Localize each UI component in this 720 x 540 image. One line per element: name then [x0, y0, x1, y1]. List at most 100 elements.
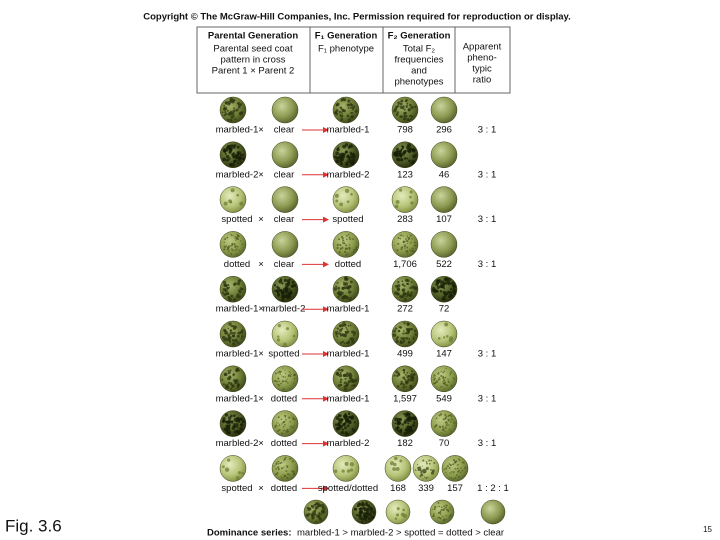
seed-spot — [447, 415, 450, 418]
seed-spot — [414, 153, 417, 157]
seed-spot — [433, 379, 435, 381]
seed-spot — [286, 465, 289, 467]
seed-spot — [406, 239, 408, 242]
seed-spot — [414, 329, 417, 333]
cross-row: marbled-1 × dotted marbled-1 1,597 549 3 : 1 — [216, 365, 496, 404]
seed-spot — [227, 118, 230, 122]
seed-spot — [449, 477, 451, 479]
seed-spot — [442, 509, 445, 511]
f2-count: 296 — [436, 125, 452, 136]
seed-spot — [341, 428, 345, 431]
seed-spot — [283, 458, 286, 460]
seed-spot — [448, 294, 452, 299]
seed-spot — [411, 285, 415, 289]
seed-spot — [343, 98, 347, 102]
seed-spot — [359, 507, 363, 512]
seed-spot — [232, 152, 235, 155]
seed — [391, 320, 419, 348]
seed-spot — [397, 237, 400, 240]
seed-spot — [333, 287, 338, 291]
seed-spot — [225, 385, 230, 389]
seed-spot — [414, 286, 418, 290]
seed-spot — [449, 472, 451, 474]
seed-spot — [436, 381, 439, 383]
seed-spot — [349, 416, 353, 420]
seed-spot — [337, 291, 341, 296]
seed-spot — [339, 243, 342, 247]
seed-spot — [445, 515, 447, 517]
f2-count: 107 — [436, 214, 452, 225]
seed-spot — [277, 377, 280, 380]
seed-spot — [340, 425, 343, 428]
seed-spot — [353, 105, 356, 108]
seed — [332, 275, 360, 303]
f1-phenotype: marbled-1 — [327, 125, 370, 136]
seed-spot — [221, 111, 224, 114]
seed-spot — [406, 249, 409, 252]
seed-body — [430, 96, 458, 124]
seed-spot — [337, 295, 340, 298]
seed-spot — [339, 247, 342, 250]
seed-spot — [457, 458, 460, 460]
seed-spot — [281, 380, 284, 383]
seed-spot — [241, 157, 245, 161]
seed-spot — [408, 237, 410, 240]
seed-spot — [315, 505, 319, 510]
seed-spot — [311, 517, 315, 520]
seed-spot — [345, 161, 349, 165]
seed-spot — [423, 471, 426, 474]
cross: × — [258, 169, 264, 180]
seed-spot — [222, 157, 227, 162]
seed-spot — [425, 461, 428, 463]
seed-spot — [286, 476, 289, 479]
seed-spot — [407, 340, 411, 344]
seed-spot — [389, 461, 395, 466]
seed-spot — [439, 425, 441, 428]
seed-spot — [223, 106, 228, 111]
seed-spot — [278, 424, 281, 426]
seed-spot — [400, 148, 403, 151]
seed-spot — [281, 375, 283, 377]
f2-count: 272 — [397, 304, 413, 315]
seed-spot — [282, 476, 285, 478]
seed-spot — [349, 377, 352, 380]
seed-spot — [236, 236, 239, 239]
seed-spot — [293, 382, 295, 384]
seed-spot — [444, 414, 447, 416]
seed-spot — [412, 250, 415, 253]
seed-spot — [227, 376, 231, 381]
seed-spot — [307, 512, 311, 516]
seed-spot — [349, 238, 352, 241]
seed-spot — [341, 236, 343, 238]
seed-spot — [338, 414, 342, 418]
dominance-series: Dominance series: marbled-1 > marbled-2 … — [207, 499, 506, 539]
seed-spot — [335, 199, 339, 203]
seed-spot — [364, 507, 369, 512]
parent2: clear — [274, 169, 295, 180]
seed-spot — [276, 461, 278, 463]
seed-spot — [283, 466, 285, 468]
seed-spot — [241, 332, 244, 335]
seed-spot — [363, 507, 366, 510]
seed-spot — [235, 476, 240, 480]
seed-spot — [397, 283, 401, 288]
seed-spot — [403, 330, 405, 332]
seed-spot — [236, 151, 240, 154]
seed-spot — [344, 150, 348, 154]
seed — [219, 365, 247, 393]
seed-spot — [440, 432, 442, 434]
seed-spot — [342, 321, 346, 325]
seed-spot — [339, 106, 343, 110]
seed-spot — [232, 324, 235, 328]
seed-spot — [392, 467, 397, 471]
seed-spot — [233, 414, 236, 418]
seed — [219, 96, 247, 124]
f2-count: 339 — [418, 483, 434, 494]
seed-spot — [437, 378, 440, 381]
f2-count: 72 — [439, 304, 450, 315]
seed-spot — [222, 417, 226, 421]
seed-spot — [227, 333, 231, 337]
seed-spot — [241, 421, 244, 424]
seed-spot — [222, 280, 227, 284]
seed-spot — [277, 372, 279, 374]
